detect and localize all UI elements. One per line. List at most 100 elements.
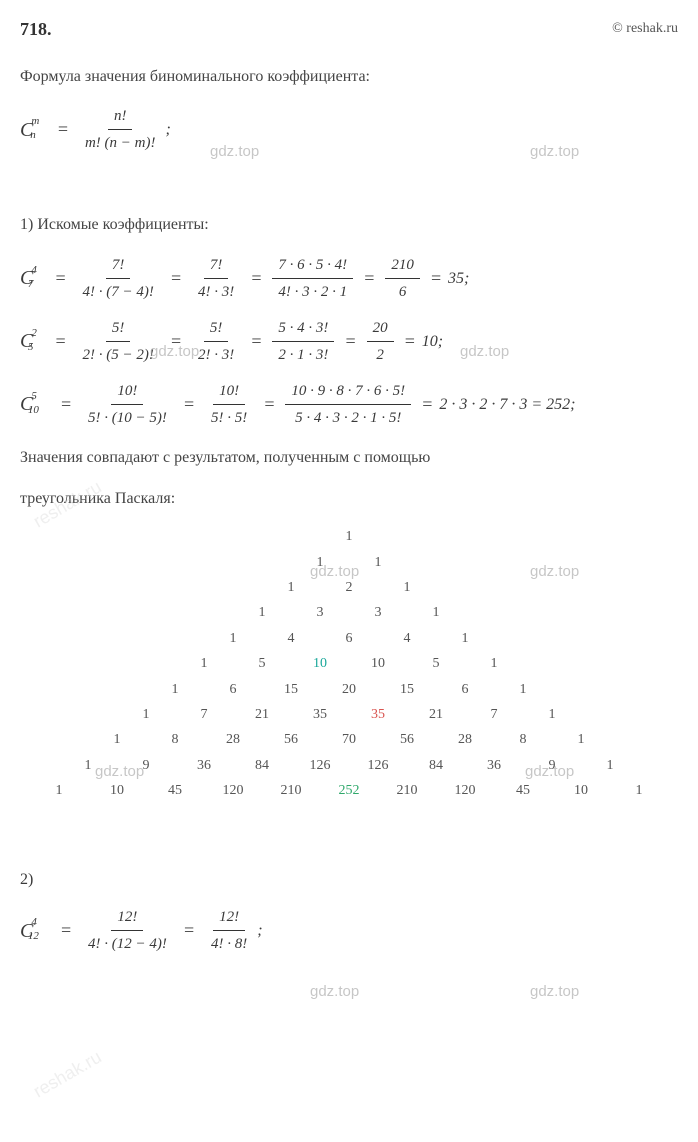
pascal-cell: 15 bbox=[378, 679, 436, 701]
pascal-row: 11 bbox=[20, 552, 678, 574]
pascal-cell: 8 bbox=[494, 729, 552, 751]
problem-number: 718. bbox=[20, 15, 52, 44]
pascal-cell: 10 bbox=[349, 653, 407, 675]
pascal-cell: 2 bbox=[320, 577, 378, 599]
formula-line: C47=7!4! · (7 − 4)!=7!4! · 3!=7 · 6 · 5 … bbox=[20, 253, 678, 304]
pascal-cell: 1 bbox=[494, 679, 552, 701]
fraction: 7 · 6 · 5 · 4!4! · 3 · 2 · 1 bbox=[272, 253, 353, 304]
pascal-cell: 210 bbox=[262, 780, 320, 802]
pascal-cell: 84 bbox=[233, 755, 291, 777]
pascal-row: 14641 bbox=[20, 628, 678, 650]
pascal-cell: 36 bbox=[175, 755, 233, 777]
fraction: 10!5! · 5! bbox=[205, 379, 253, 430]
combination-symbol: C412 bbox=[20, 915, 50, 947]
fraction: 202 bbox=[367, 316, 394, 367]
pascal-cell: 1 bbox=[204, 628, 262, 650]
pascal-cell: 1 bbox=[262, 577, 320, 599]
pascal-cell: 1 bbox=[117, 704, 175, 726]
combination-symbol: C m n bbox=[20, 114, 47, 146]
pascal-cell: 1 bbox=[146, 679, 204, 701]
pascal-cell: 4 bbox=[262, 628, 320, 650]
watermark: gdz.top bbox=[530, 980, 579, 1004]
pascal-row: 1615201561 bbox=[20, 679, 678, 701]
pascal-cell: 1 bbox=[59, 755, 117, 777]
pascal-cell: 8 bbox=[146, 729, 204, 751]
pascal-triangle: 1111211331146411510105116152015611721353… bbox=[20, 526, 678, 802]
pascal-row: 18285670562881 bbox=[20, 729, 678, 751]
fraction: 10 · 9 · 8 · 7 · 6 · 5!5 · 4 · 3 · 2 · 1… bbox=[285, 379, 411, 430]
pascal-row: 1104512021025221012045101 bbox=[20, 780, 678, 802]
pascal-cell: 6 bbox=[436, 679, 494, 701]
pascal-cell: 10 bbox=[88, 780, 146, 802]
pascal-cell: 1 bbox=[581, 755, 639, 777]
pascal-cell: 9 bbox=[117, 755, 175, 777]
pascal-cell: 9 bbox=[523, 755, 581, 777]
fraction: 5!2! · (5 − 2)! bbox=[77, 316, 160, 367]
pascal-cell: 120 bbox=[204, 780, 262, 802]
formula-line: C25=5!2! · (5 − 2)!=5!2! · 3!=5 · 4 · 3!… bbox=[20, 316, 678, 367]
pascal-cell: 35 bbox=[291, 704, 349, 726]
conclusion-1: Значения совпадают с результатом, получе… bbox=[20, 445, 678, 471]
pascal-cell: 1 bbox=[88, 729, 146, 751]
pascal-cell: 252 bbox=[320, 780, 378, 802]
result: 10; bbox=[422, 329, 443, 355]
fraction: 10!5! · (10 − 5)! bbox=[82, 379, 173, 430]
pascal-cell: 35 bbox=[349, 704, 407, 726]
combination-symbol: C47 bbox=[20, 262, 44, 294]
pascal-cell: 1 bbox=[233, 602, 291, 624]
pascal-cell: 1 bbox=[175, 653, 233, 675]
pascal-cell: 10 bbox=[552, 780, 610, 802]
pascal-cell: 4 bbox=[378, 628, 436, 650]
pascal-cell: 6 bbox=[320, 628, 378, 650]
formula-c12-4: C412=12!4! · (12 − 4)!=12!4! · 8!; bbox=[20, 905, 678, 956]
pascal-cell: 126 bbox=[291, 755, 349, 777]
result: ; bbox=[257, 918, 262, 944]
pascal-cell: 6 bbox=[204, 679, 262, 701]
pascal-cell: 56 bbox=[378, 729, 436, 751]
pascal-cell: 28 bbox=[436, 729, 494, 751]
pascal-row: 172135352171 bbox=[20, 704, 678, 726]
fraction: 12!4! · 8! bbox=[205, 905, 253, 956]
header: 718. © reshak.ru bbox=[20, 15, 678, 44]
pascal-cell: 1 bbox=[378, 577, 436, 599]
pascal-cell: 56 bbox=[262, 729, 320, 751]
pascal-cell: 84 bbox=[407, 755, 465, 777]
pascal-cell: 126 bbox=[349, 755, 407, 777]
fraction: 7!4! · 3! bbox=[192, 253, 240, 304]
pascal-cell: 5 bbox=[233, 653, 291, 675]
pascal-cell: 1 bbox=[523, 704, 581, 726]
pascal-cell: 45 bbox=[146, 780, 204, 802]
pascal-cell: 36 bbox=[465, 755, 523, 777]
pascal-cell: 120 bbox=[436, 780, 494, 802]
pascal-cell: 210 bbox=[378, 780, 436, 802]
section1-heading: 1) Искомые коэффициенты: bbox=[20, 212, 678, 238]
pascal-cell: 3 bbox=[349, 602, 407, 624]
pascal-cell: 5 bbox=[407, 653, 465, 675]
watermark-diagonal: reshak.ru bbox=[28, 1043, 107, 1105]
section2-heading: 2) bbox=[20, 867, 678, 893]
combination-symbol: C510 bbox=[20, 388, 50, 420]
pascal-cell: 1 bbox=[349, 552, 407, 574]
pascal-cell: 21 bbox=[233, 704, 291, 726]
pascal-cell: 1 bbox=[610, 780, 668, 802]
pascal-cell: 10 bbox=[291, 653, 349, 675]
copyright: © reshak.ru bbox=[612, 18, 678, 40]
pascal-cell: 1 bbox=[436, 628, 494, 650]
pascal-cell: 7 bbox=[175, 704, 233, 726]
pascal-cell: 1 bbox=[465, 653, 523, 675]
pascal-cell: 1 bbox=[320, 526, 378, 548]
pascal-cell: 1 bbox=[291, 552, 349, 574]
formula-line: C510=10!5! · (10 − 5)!=10!5! · 5!=10 · 9… bbox=[20, 379, 678, 430]
pascal-row: 1 bbox=[20, 526, 678, 548]
result: 35; bbox=[448, 266, 469, 292]
fraction: 12!4! · (12 − 4)! bbox=[82, 905, 173, 956]
fraction: 2106 bbox=[385, 253, 420, 304]
pascal-row: 1331 bbox=[20, 602, 678, 624]
result: 2 · 3 · 2 · 7 · 3 = 252; bbox=[439, 392, 575, 418]
pascal-cell: 1 bbox=[552, 729, 610, 751]
pascal-cell: 1 bbox=[407, 602, 465, 624]
pascal-cell: 45 bbox=[494, 780, 552, 802]
combination-symbol: C25 bbox=[20, 325, 44, 357]
fraction: 5!2! · 3! bbox=[192, 316, 240, 367]
pascal-row: 121 bbox=[20, 577, 678, 599]
